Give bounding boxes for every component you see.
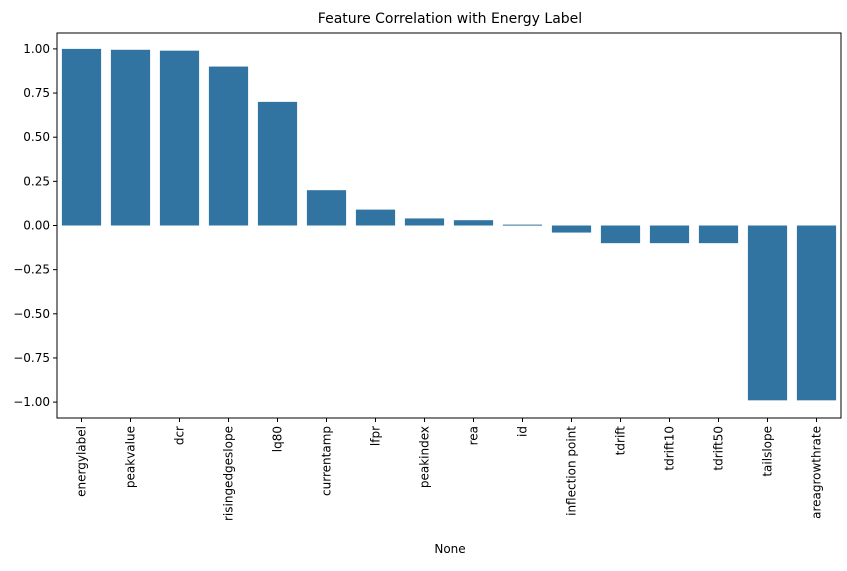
y-axis: 1.00 0.75 0.50 0.25 0.00 −0.25 −0.50 −0.75 −1.00 xyxy=(13,42,57,409)
x-tick-label: tdrift xyxy=(614,426,628,456)
x-tick-label: tdrift10 xyxy=(663,426,677,471)
bar-lfpr xyxy=(355,209,396,226)
bar-risingedgeslope xyxy=(208,66,249,226)
bar-currentamp xyxy=(306,190,347,226)
y-tick-label: 0.75 xyxy=(23,86,50,100)
plot-frame xyxy=(56,32,842,419)
bar-inflection-point xyxy=(551,225,592,233)
bar-dcr xyxy=(159,50,200,226)
y-tick-label: −0.25 xyxy=(13,263,50,277)
x-tick-label: energylabel xyxy=(75,426,89,497)
y-tick-label: 1.00 xyxy=(23,42,50,56)
y-tick-label: 0.25 xyxy=(23,174,50,188)
x-axis-label: None xyxy=(434,542,465,556)
y-tick-label: −0.75 xyxy=(13,351,50,365)
y-tick-label: −0.50 xyxy=(13,307,50,321)
bar-tailslope xyxy=(747,225,788,401)
bar-peakindex xyxy=(404,218,445,226)
y-tick-label: 0.50 xyxy=(23,130,50,144)
x-tick-label: risingedgeslope xyxy=(222,426,236,521)
x-tick-label: peakvalue xyxy=(124,426,138,488)
chart-title: Feature Correlation with Energy Label xyxy=(318,11,582,27)
bar-peakvalue xyxy=(110,49,151,226)
bar-id xyxy=(502,224,543,226)
x-tick-label: dcr xyxy=(173,426,187,445)
x-tick-label: id xyxy=(516,426,530,437)
x-tick-label: tailslope xyxy=(761,426,775,477)
x-tick-label: areagrowthrate xyxy=(810,426,824,519)
bar-tdrift xyxy=(600,225,641,244)
bar-rea xyxy=(453,220,494,226)
x-tick-label: rea xyxy=(467,426,481,445)
x-tick-label: currentamp xyxy=(320,426,334,496)
y-tick-label: −1.00 xyxy=(13,395,50,409)
x-axis: energylabel peakvalue dcr risingedgeslope lq… xyxy=(75,418,824,521)
x-tick-label: tdrift50 xyxy=(712,426,726,471)
bar-energylabel xyxy=(61,48,102,226)
x-tick-label: lq80 xyxy=(271,426,285,452)
x-tick-label: inflection point xyxy=(565,426,579,516)
bar-lq80 xyxy=(257,101,298,226)
bar-areagrowthrate xyxy=(796,225,837,401)
bar-tdrift10 xyxy=(649,225,690,244)
y-tick-label: 0.00 xyxy=(23,219,50,233)
bars-group xyxy=(61,48,837,401)
x-tick-label: lfpr xyxy=(369,426,383,446)
x-tick-label: peakindex xyxy=(418,426,432,488)
bar-tdrift50 xyxy=(698,225,739,244)
